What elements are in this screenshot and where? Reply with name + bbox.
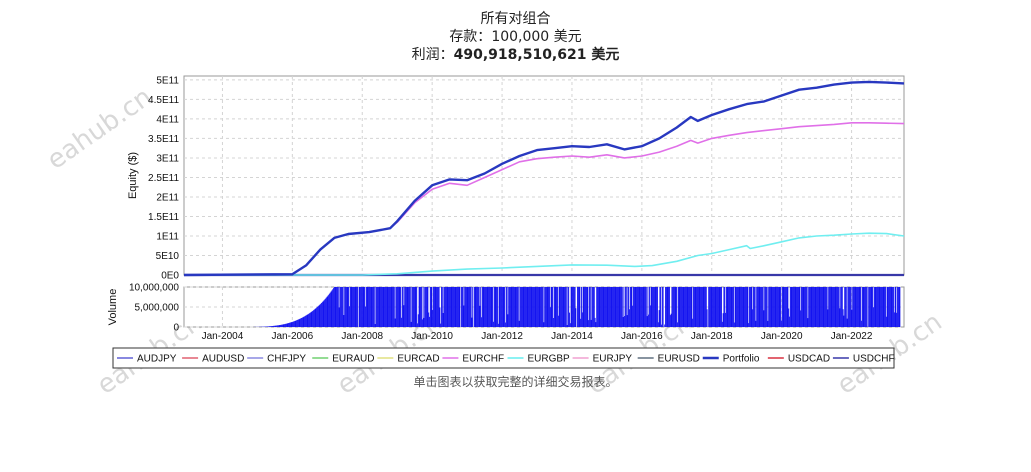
equity-y-tick-label: 3.5E11 [148, 134, 179, 145]
x-tick-label: Jan-2022 [831, 331, 873, 342]
equity-y-tick-label: 1.5E11 [148, 212, 179, 223]
legend-label: USDCAD [788, 354, 830, 365]
chart-title: 所有对组合 [480, 11, 551, 27]
profit-value: 490,918,510,621 [453, 47, 587, 63]
legend-label: AUDUSD [202, 354, 244, 365]
x-tick-label: Jan-2010 [411, 331, 453, 342]
legend-label: CHFJPY [267, 354, 306, 365]
x-tick-label: Jan-2012 [481, 331, 523, 342]
deposit-label: 存款： [449, 29, 492, 45]
legend-label: USDCHF [853, 354, 895, 365]
equity-y-axis-title: Equity ($) [127, 152, 139, 199]
equity-y-tick-label: 5E10 [156, 251, 180, 262]
profit-line: 利润：490,918,510,621 美元 [0, 46, 1031, 64]
equity-y-tick-label: 3E11 [156, 153, 179, 164]
equity-y-tick-label: 2E11 [156, 192, 179, 203]
profit-unit: 美元 [586, 47, 620, 63]
volume-y-tick-label: 10,000,000 [129, 283, 179, 294]
x-tick-label: Jan-2008 [341, 331, 383, 342]
x-tick-label: Jan-2004 [202, 331, 244, 342]
deposit-unit: 美元 [549, 29, 582, 45]
legend-label: EURCAD [397, 354, 439, 365]
deposit-line: 存款：100,000 美元 [0, 28, 1031, 46]
deposit-value: 100,000 [491, 29, 550, 45]
series-line-eurgbp[interactable] [184, 232, 905, 276]
equity-y-tick-label: 0E0 [161, 271, 179, 282]
equity-y-tick-label: 2.5E11 [148, 173, 179, 184]
legend-label: AUDJPY [137, 354, 177, 365]
equity-y-tick-label: 4.5E11 [148, 95, 179, 106]
profit-label: 利润： [411, 47, 454, 63]
watermark-text: eahub.cn [42, 82, 158, 176]
x-tick-label: Jan-2018 [691, 331, 733, 342]
equity-y-tick-label: 5E11 [156, 75, 179, 86]
x-tick-label: Jan-2006 [271, 331, 313, 342]
chart-legend: AUDJPY AUDUSD CHFJPY EURAUD EURCAD EURCHF EURG… [112, 347, 895, 369]
volume-y-tick-label: 0 [173, 323, 179, 334]
legend-label: EURUSD [658, 354, 700, 365]
chart-header: 所有对组合 存款：100,000 美元 利润：490,918,510,621 美… [0, 10, 1031, 64]
legend-label: EURCHF [462, 354, 504, 365]
equity-y-tick-label: 1E11 [156, 231, 179, 242]
legend-label: Portfolio [723, 354, 760, 365]
x-tick-label: Jan-2014 [551, 331, 593, 342]
legend-label: EURAUD [332, 354, 374, 365]
equity-y-tick-label: 4E11 [156, 114, 179, 125]
volume-y-axis-title: Volume [107, 289, 119, 326]
volume-panel[interactable]: 0 5,000,000 10,000,000 Jan-2004 Jan-2006 Jan-… [107, 283, 905, 343]
legend-box [112, 347, 895, 369]
series-line-portfolio[interactable] [183, 80, 905, 277]
legend-label: EURJPY [593, 354, 633, 365]
volume-y-tick-label: 5,000,000 [135, 303, 180, 314]
x-tick-label: Jan-2016 [621, 331, 663, 342]
x-tick-label: Jan-2020 [761, 331, 803, 342]
report-hint[interactable]: 单击图表以获取完整的详细交易报表。 [413, 375, 618, 389]
legend-label: EURGBP [528, 354, 571, 365]
equity-panel[interactable]: 0E0 5E10 1E11 1.5E11 2E11 2.5E11 3E11 3.5E11 4E1… [127, 75, 905, 282]
